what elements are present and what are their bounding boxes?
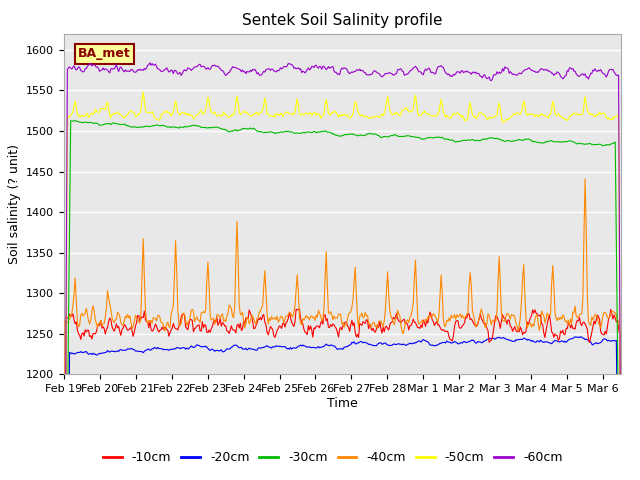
Title: Sentek Soil Salinity profile: Sentek Soil Salinity profile — [242, 13, 443, 28]
Text: BA_met: BA_met — [78, 48, 131, 60]
X-axis label: Time: Time — [327, 397, 358, 410]
Legend: -10cm, -20cm, -30cm, -40cm, -50cm, -60cm: -10cm, -20cm, -30cm, -40cm, -50cm, -60cm — [98, 446, 568, 469]
Y-axis label: Soil salinity (? unit): Soil salinity (? unit) — [8, 144, 20, 264]
